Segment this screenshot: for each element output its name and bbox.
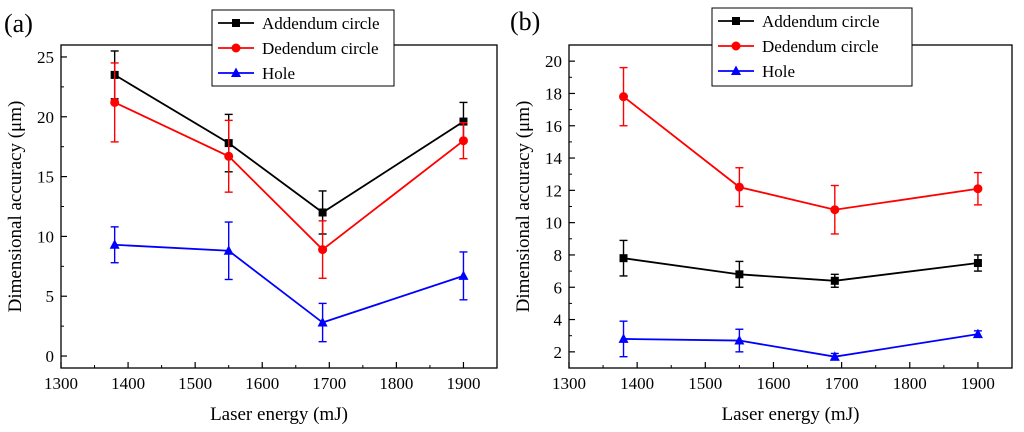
- series-line-dedendum-circle: [622, 95, 979, 211]
- series-dedendum-circle: [619, 66, 983, 235]
- chart-panel-b: 1300 1400 1500 1600 1700 1800 1900 2 4 6 8 10 12 14 16…: [510, 7, 1013, 425]
- legend: Addendum circle Dedendum circle Hole: [211, 9, 395, 87]
- y-tick-label: 5: [46, 287, 55, 306]
- y-tick-label: 20: [545, 52, 562, 71]
- y-tick-label: 6: [554, 278, 563, 297]
- series-addendum-circle: [619, 239, 982, 288]
- series-line-hole: [114, 243, 464, 324]
- y-tick-label: 18: [545, 84, 562, 103]
- chart-panel-a: 1300 1400 1500 1600 1700 1800 1900 0 5 10 15 20 25 La…: [4, 9, 498, 425]
- series-line-hole: [623, 333, 979, 358]
- y-tick-label: 20: [37, 108, 54, 127]
- data-point: [318, 208, 327, 217]
- data-point: [459, 117, 468, 126]
- y-tick-label: 16: [545, 117, 562, 136]
- data-point: [458, 136, 468, 146]
- y-tick-label: 15: [37, 168, 54, 187]
- legend-label: Addendum circle: [262, 14, 380, 33]
- panel-label: (b): [510, 7, 540, 36]
- data-point: [458, 270, 469, 280]
- series-hole: [109, 221, 469, 343]
- x-tick-label: 1400: [111, 374, 145, 393]
- data-point: [317, 317, 328, 327]
- x-tick-label: 1800: [893, 374, 927, 393]
- x-tick-label: 1700: [312, 374, 346, 393]
- series-line-addendum-circle: [623, 257, 979, 282]
- legend-label: Hole: [762, 62, 795, 81]
- y-tick-label: 14: [545, 149, 563, 168]
- y-tick-label: 0: [46, 347, 55, 366]
- y-axis-title: Dimensional accuracy (μm): [5, 101, 26, 313]
- legend-label: Hole: [262, 64, 295, 83]
- data-point: [223, 245, 234, 255]
- legend-label: Dedendum circle: [762, 37, 879, 56]
- x-tick-label: 1600: [756, 374, 790, 393]
- y-tick-label: 25: [37, 48, 54, 67]
- x-tick-label: 1600: [245, 374, 279, 393]
- y-tick-label: 12: [545, 181, 562, 200]
- data-point: [619, 92, 629, 102]
- data-point: [318, 245, 328, 255]
- legend-marker: [732, 17, 740, 25]
- x-tick-label: 1900: [961, 374, 995, 393]
- x-tick-label: 1700: [825, 374, 859, 393]
- legend-marker: [231, 43, 241, 53]
- x-tick-label: 1400: [620, 374, 654, 393]
- y-tick-label: 4: [554, 311, 563, 330]
- y-tick-label: 2: [554, 343, 563, 362]
- data-point: [735, 270, 744, 279]
- x-tick-label: 1500: [178, 374, 212, 393]
- x-tick-label: 1300: [44, 374, 78, 393]
- legend-marker: [731, 41, 741, 51]
- plot-frame: [568, 44, 1013, 369]
- data-point: [830, 205, 840, 215]
- data-point: [618, 333, 629, 343]
- data-point: [830, 276, 839, 285]
- y-axis-title: Dimensional accuracy (μm): [513, 101, 534, 313]
- x-tick-label: 1500: [688, 374, 722, 393]
- data-point: [110, 97, 120, 107]
- x-tick-label: 1900: [446, 374, 480, 393]
- data-point: [109, 239, 120, 249]
- legend-marker: [231, 67, 241, 77]
- series-line-addendum-circle: [114, 74, 464, 214]
- series-line-dedendum-circle: [114, 101, 465, 251]
- data-point: [973, 259, 982, 268]
- y-tick-label: 10: [37, 227, 54, 246]
- series-dedendum-circle: [110, 62, 468, 279]
- x-tick-label: 1800: [379, 374, 413, 393]
- legend-marker: [731, 65, 741, 75]
- data-point: [734, 182, 744, 192]
- data-point: [224, 151, 234, 161]
- x-axis-title: Laser energy (mJ): [210, 404, 348, 425]
- data-point: [973, 184, 983, 194]
- legend-marker: [232, 19, 240, 27]
- panel-label: (a): [4, 9, 33, 38]
- x-axis-title: Laser energy (mJ): [722, 404, 860, 425]
- series-hole: [618, 320, 983, 361]
- legend: Addendum circle Dedendum circle Hole: [711, 7, 913, 87]
- data-point: [734, 335, 745, 345]
- data-point: [972, 328, 983, 339]
- data-point: [829, 351, 840, 361]
- y-tick-label: 8: [554, 246, 563, 265]
- legend-label: Addendum circle: [762, 12, 880, 31]
- y-tick-label: 10: [545, 214, 562, 233]
- data-point: [619, 254, 628, 263]
- x-tick-label: 1300: [552, 374, 586, 393]
- legend-label: Dedendum circle: [262, 39, 379, 58]
